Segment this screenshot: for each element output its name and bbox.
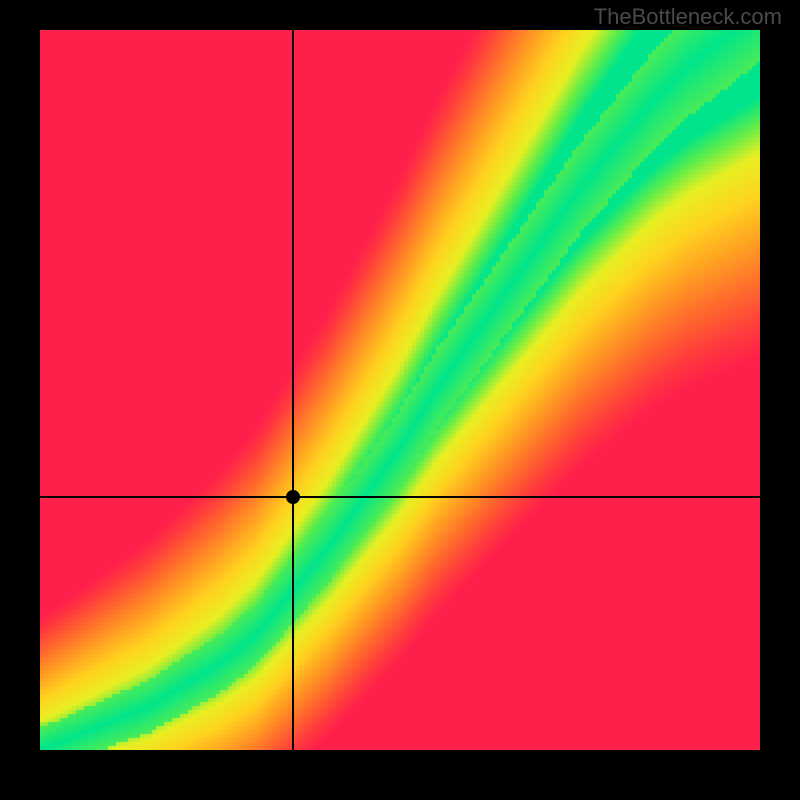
crosshair-horizontal <box>40 496 760 498</box>
crosshair-marker[interactable] <box>286 490 300 504</box>
crosshair-vertical <box>292 30 294 750</box>
heatmap-canvas <box>40 30 760 750</box>
bottleneck-heatmap <box>40 30 760 750</box>
watermark-text: TheBottleneck.com <box>594 4 782 30</box>
stage: TheBottleneck.com <box>0 0 800 800</box>
